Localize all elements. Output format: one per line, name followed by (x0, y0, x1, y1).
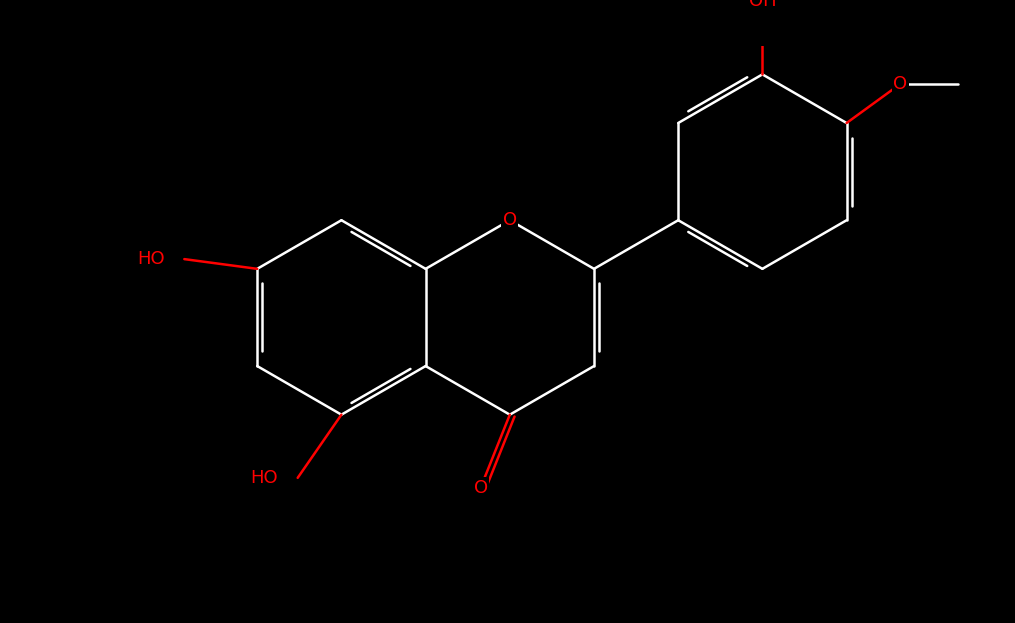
Text: HO: HO (251, 469, 278, 487)
Text: HO: HO (137, 250, 164, 268)
Text: O: O (502, 211, 517, 229)
Text: OH: OH (749, 0, 776, 11)
Text: O: O (893, 75, 907, 93)
Text: O: O (474, 478, 488, 497)
